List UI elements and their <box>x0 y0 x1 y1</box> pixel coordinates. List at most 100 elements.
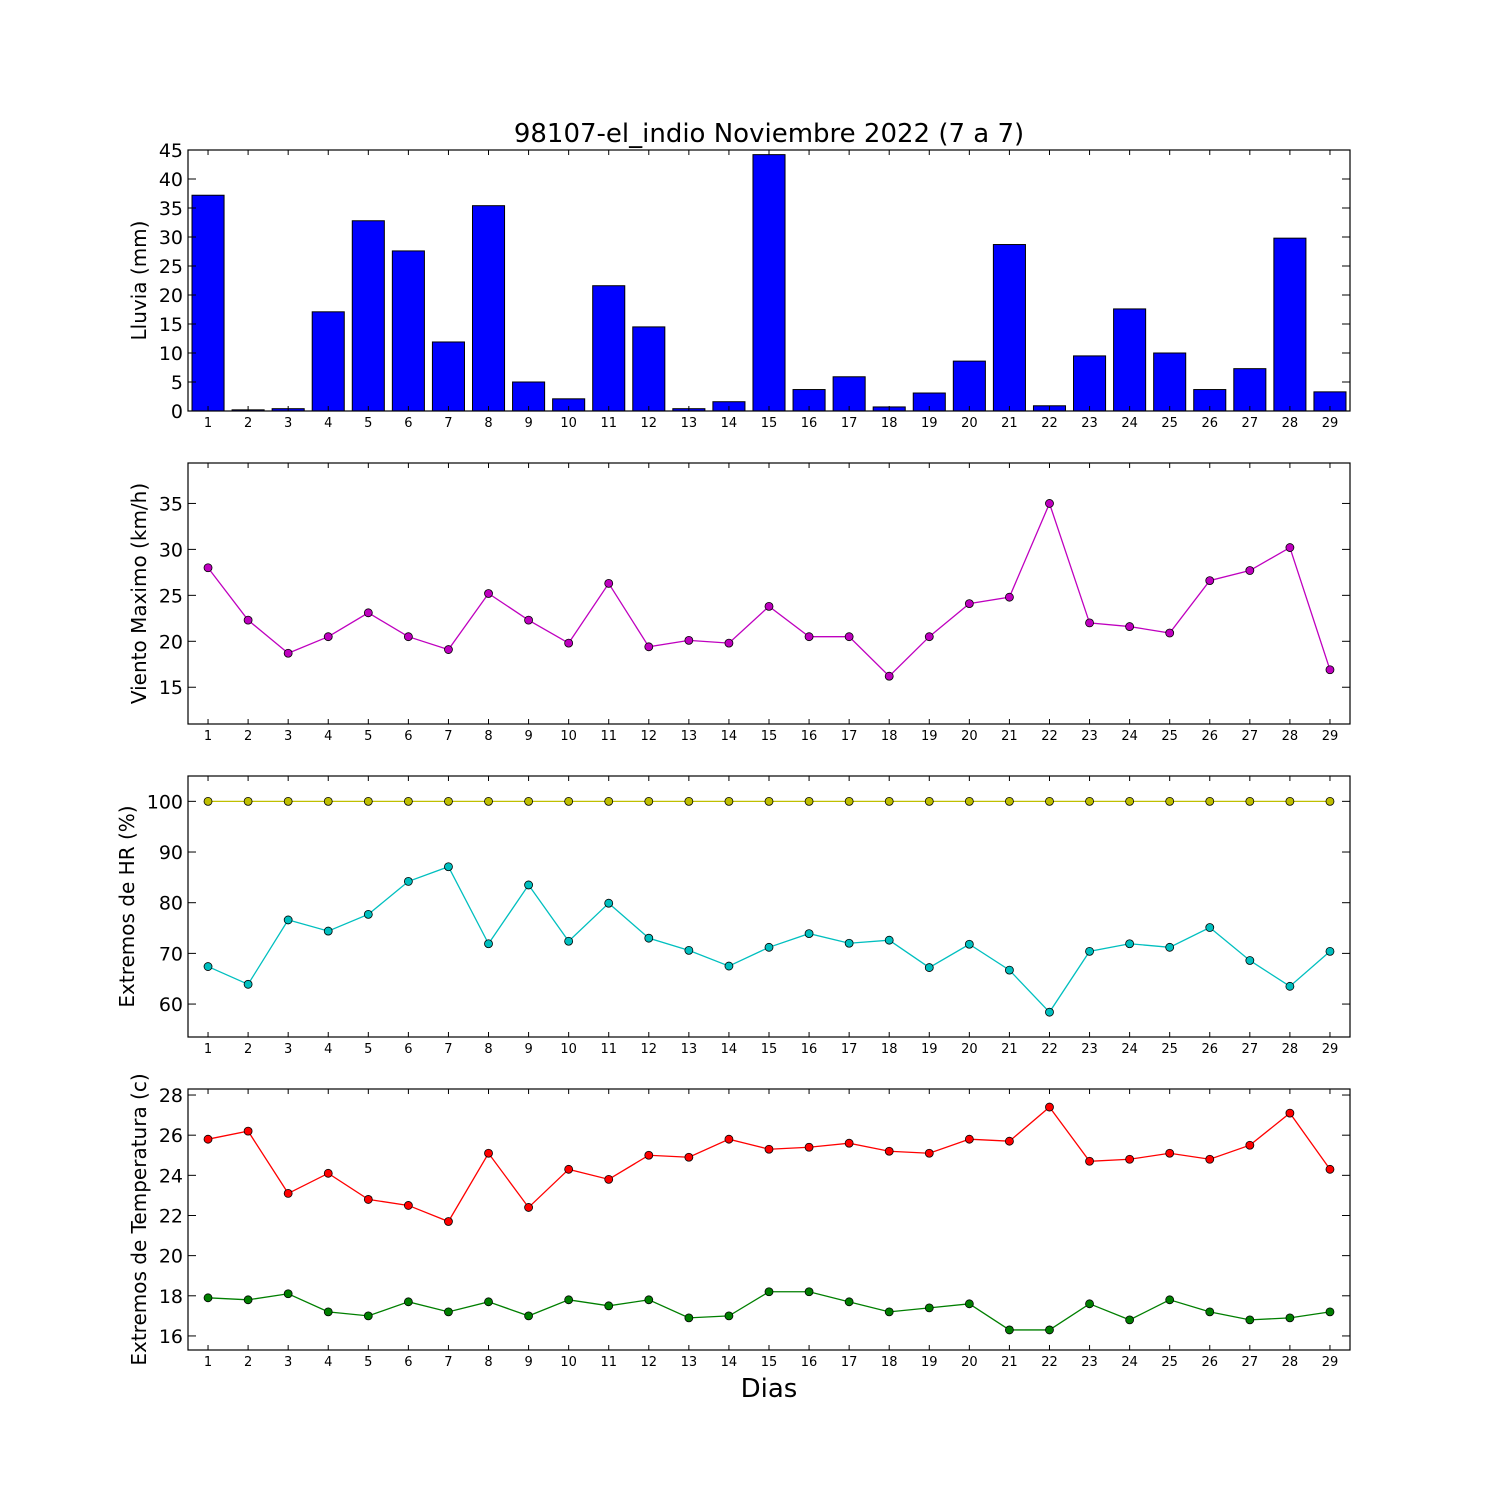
humidity-series-0-point-13 <box>684 796 694 806</box>
humidity-x-tick-label: 5 <box>364 1042 372 1057</box>
temperature-x-tick-label: 15 <box>761 1355 778 1370</box>
temperature-series-0-point-2 <box>243 1126 253 1136</box>
temperature-series-0-point-13 <box>684 1152 694 1162</box>
temperature-series-1-point-14 <box>724 1311 734 1321</box>
rainfall-y-tick-label: 40 <box>159 169 183 191</box>
temperature-series-0-point-1 <box>203 1134 213 1144</box>
temperature-series-0-point-25 <box>1165 1148 1175 1158</box>
temperature-series-1-point-20 <box>964 1299 974 1309</box>
humidity-x-tick-label: 10 <box>560 1042 577 1057</box>
humidity-series-1-point-5 <box>363 909 373 919</box>
humidity-x-tick-label: 24 <box>1121 1042 1138 1057</box>
temperature-x-tick-label: 16 <box>801 1355 818 1370</box>
rainfall-x-tick-label: 2 <box>244 416 252 431</box>
rainfall-x-tick-label: 9 <box>524 416 532 431</box>
humidity-y-tick-label: 100 <box>147 791 183 813</box>
rainfall-x-tick-label: 25 <box>1161 416 1178 431</box>
temperature-y-tick-label: 22 <box>159 1205 183 1227</box>
temperature-x-tick-label: 4 <box>324 1355 332 1370</box>
max-wind-x-tick-label: 20 <box>961 729 978 744</box>
rainfall-x-tick-label: 22 <box>1041 416 1058 431</box>
humidity-x-tick-label: 1 <box>204 1042 212 1057</box>
temperature-series-0-point-27 <box>1245 1140 1255 1150</box>
temperature-x-tick-label: 22 <box>1041 1355 1058 1370</box>
max-wind-series-0-point-5 <box>363 608 373 618</box>
max-wind-x-tick-label: 12 <box>641 729 658 744</box>
rainfall-panel: 1 2 3 4 5 6 7 8 9 10 11 12 13 14 15 16 17 18 19 20 21 22 23 24 2… <box>127 140 1351 431</box>
temperature-series-0-point-10 <box>564 1164 574 1174</box>
rainfall-bar-21 <box>992 244 1026 412</box>
humidity-series-1-point-11 <box>604 898 614 908</box>
temperature-series-1-point-6 <box>403 1297 413 1307</box>
rainfall-y-tick-label: 10 <box>159 343 183 365</box>
rainfall-bar-28 <box>1273 237 1307 412</box>
rainfall-x-tick-label: 16 <box>801 416 818 431</box>
rainfall-y-tick-label: 5 <box>171 372 183 394</box>
temperature-series-1-point-5 <box>363 1311 373 1321</box>
rainfall-y-tick-label: 0 <box>171 401 183 423</box>
rainfall-x-tick-label: 29 <box>1322 416 1339 431</box>
max-wind-x-tick-label: 23 <box>1081 729 1098 744</box>
temperature-series-0-point-12 <box>644 1150 654 1160</box>
temperature-series-0-point-20 <box>964 1134 974 1144</box>
max-wind-x-tick-label: 4 <box>324 729 332 744</box>
max-wind-y-tick-label: 25 <box>159 585 183 607</box>
max-wind-series-0-point-21 <box>1005 592 1014 602</box>
temperature-series-0-point-14 <box>724 1134 734 1144</box>
temperature-series-0-point-19 <box>924 1148 934 1158</box>
temperature-x-tick-label: 5 <box>364 1355 372 1370</box>
humidity-series-0-point-14 <box>724 796 734 806</box>
temperature-series-1-point-3 <box>283 1289 293 1299</box>
humidity-series-0-point-9 <box>524 796 533 806</box>
max-wind-series-0-point-2 <box>243 615 253 625</box>
temperature-x-tick-label: 23 <box>1081 1355 1098 1370</box>
humidity-y-tick-label: 80 <box>159 893 183 915</box>
rainfall-x-tick-label: 10 <box>560 416 577 431</box>
max-wind-series-0-point-9 <box>524 615 533 625</box>
rainfall-bar-11 <box>592 285 626 412</box>
temperature-x-tick-label: 25 <box>1161 1355 1178 1370</box>
humidity-y-tick-label: 70 <box>159 943 183 965</box>
humidity-x-tick-label: 28 <box>1282 1042 1299 1057</box>
max-wind-series-0-point-28 <box>1285 543 1295 552</box>
max-wind-x-tick-label: 21 <box>1001 729 1018 744</box>
max-wind-x-tick-label: 24 <box>1121 729 1138 744</box>
rainfall-x-tick-label: 12 <box>641 416 658 431</box>
humidity-series-1-point-4 <box>323 926 333 936</box>
max-wind-series-0-point-19 <box>924 632 934 642</box>
humidity-series-0-point-18 <box>884 796 894 806</box>
humidity-series-1-point-1 <box>203 962 213 971</box>
humidity-series-1-point-29 <box>1325 946 1335 956</box>
rainfall-bar-15 <box>752 154 786 412</box>
temperature-y-tick-label: 18 <box>159 1286 183 1308</box>
humidity-series-1-point-12 <box>644 933 654 943</box>
max-wind-x-tick-label: 5 <box>364 729 372 744</box>
temperature-x-tick-label: 24 <box>1121 1355 1138 1370</box>
humidity-x-tick-label: 19 <box>921 1042 938 1057</box>
max-wind-x-tick-label: 17 <box>841 729 858 744</box>
humidity-x-tick-label: 4 <box>324 1042 332 1057</box>
humidity-series-0-point-2 <box>243 796 253 806</box>
max-wind-series-0-point-29 <box>1325 665 1335 675</box>
humidity-series-0-point-27 <box>1245 796 1255 806</box>
temperature-series-1-point-16 <box>804 1287 814 1297</box>
humidity-x-tick-label: 18 <box>881 1042 898 1057</box>
max-wind-series-0-point-3 <box>283 648 293 658</box>
humidity-y-tick-label: 90 <box>159 842 183 864</box>
rainfall-y-tick-label: 35 <box>159 198 183 220</box>
humidity-series-1-point-16 <box>804 929 814 939</box>
rainfall-bar-4 <box>311 311 345 412</box>
humidity-x-tick-label: 29 <box>1322 1042 1339 1057</box>
rainfall-bar-12 <box>632 326 666 412</box>
humidity-series-1-point-21 <box>1005 965 1014 975</box>
humidity-series-0-point-26 <box>1205 796 1215 806</box>
rainfall-x-tick-label: 5 <box>364 416 372 431</box>
temperature-series-1-point-19 <box>924 1303 934 1313</box>
rainfall-y-tick-label: 15 <box>159 314 183 336</box>
rainfall-bar-27 <box>1233 368 1267 412</box>
temperature-x-tick-label: 12 <box>641 1355 658 1370</box>
max-wind-series-0-point-1 <box>203 563 213 573</box>
rainfall-y-axis-label: Lluvia (mm) <box>127 221 151 341</box>
